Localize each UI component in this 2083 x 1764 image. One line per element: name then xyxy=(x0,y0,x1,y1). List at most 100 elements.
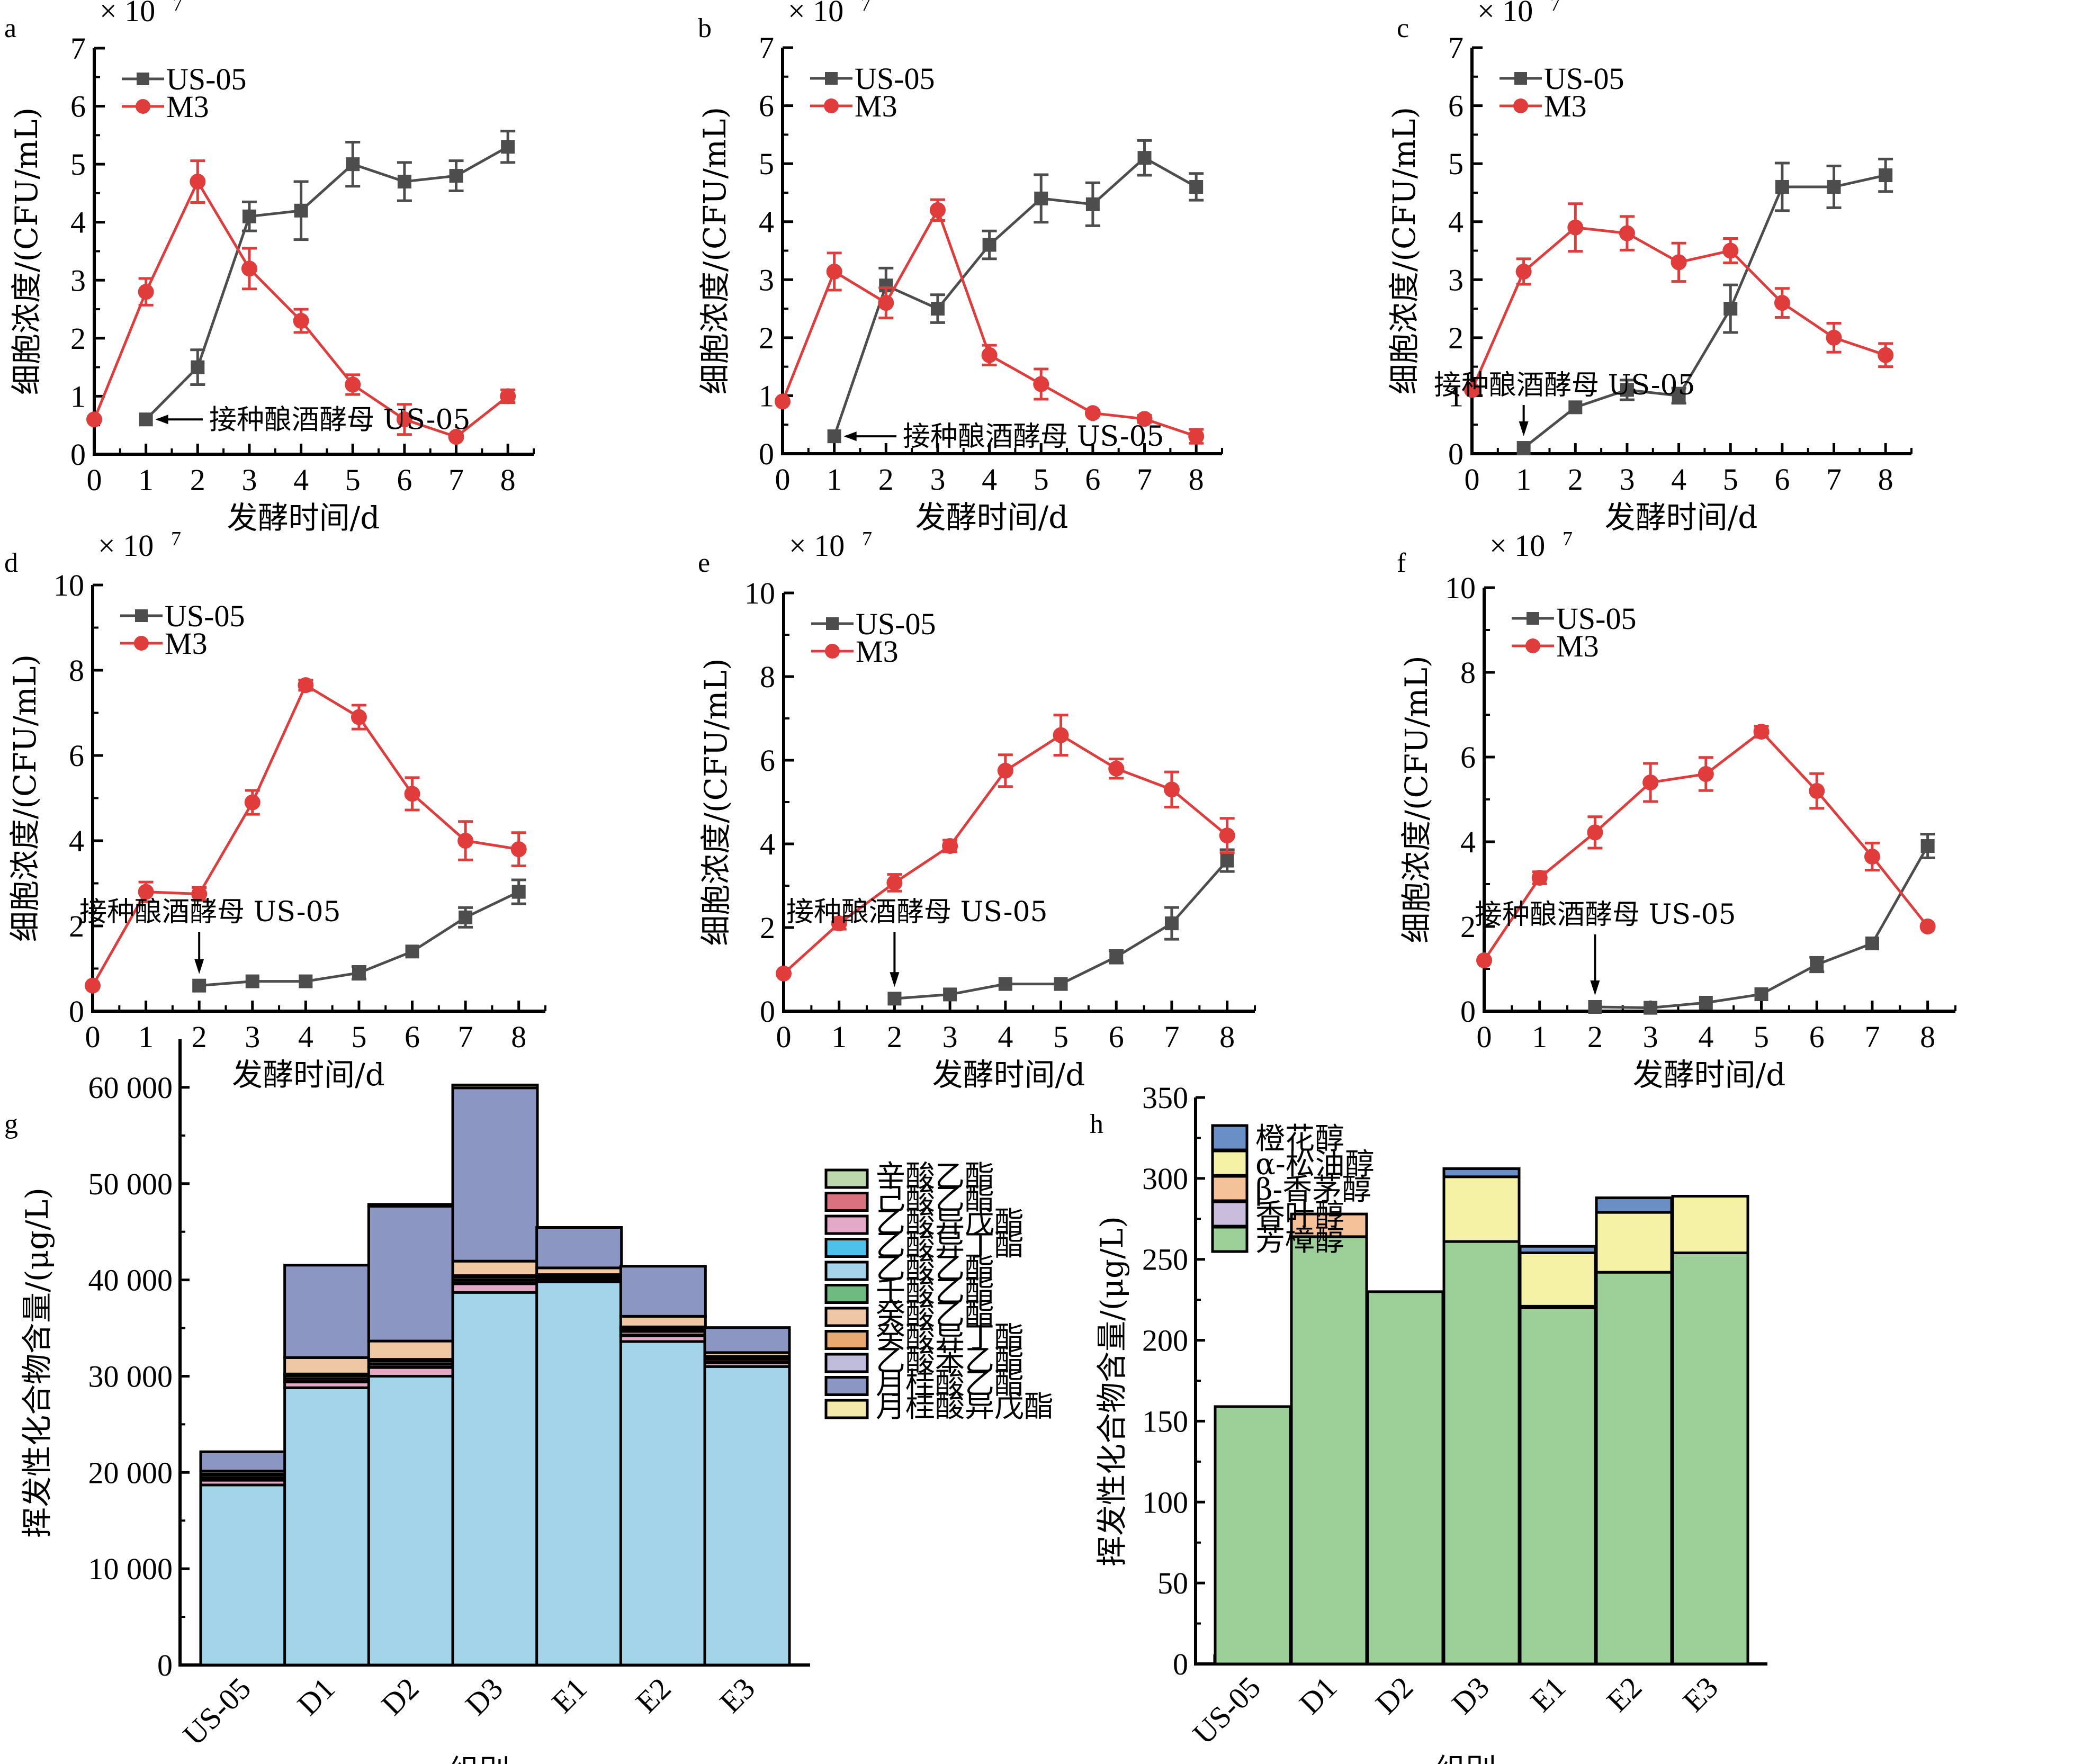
x-tick-label: 4 xyxy=(1698,1020,1713,1054)
data-point-circle xyxy=(1515,263,1532,280)
data-point-circle xyxy=(500,388,516,404)
legend-marker-square xyxy=(1514,72,1527,85)
x-tick-label: 8 xyxy=(1920,1020,1935,1054)
x-tick-label: E3 xyxy=(1676,1670,1725,1718)
y-tick-label: 4 xyxy=(1448,205,1464,239)
x-tick-label: D3 xyxy=(1445,1670,1496,1721)
y-tick-label: 0 xyxy=(1460,994,1476,1029)
legend-label: US-05 xyxy=(165,599,245,633)
x-tick-label: 5 xyxy=(1034,462,1049,497)
y-multiplier-exponent: 7 xyxy=(173,0,183,15)
x-axis-title: 组别 xyxy=(448,1753,510,1764)
data-point-circle xyxy=(396,411,412,428)
bar-segment xyxy=(367,1203,455,1208)
data-point-circle xyxy=(241,260,257,277)
y-tick-label: 10 xyxy=(744,576,775,610)
data-point-square xyxy=(1879,168,1893,183)
data-point-square xyxy=(245,974,259,988)
y-multiplier-label: × 10 xyxy=(1489,528,1545,563)
x-axis-title: 发酵时间/d xyxy=(227,500,380,536)
data-point-circle xyxy=(776,965,792,982)
data-point-square xyxy=(998,977,1012,991)
x-tick-label: D1 xyxy=(1292,1670,1343,1721)
data-point-square xyxy=(299,974,313,988)
x-tick-label: 4 xyxy=(982,462,997,497)
data-point-square xyxy=(1920,839,1935,853)
x-tick-label: 0 xyxy=(776,1020,792,1054)
x-tick-label: 5 xyxy=(1053,1020,1069,1054)
bar-segment xyxy=(1671,1194,1749,1254)
data-point-circle xyxy=(1531,870,1548,886)
y-tick-label: 250 xyxy=(1142,1243,1188,1277)
series-line-us-05 xyxy=(1523,174,1886,449)
y-axis-title: 细胞浓度/(CFU/mL) xyxy=(7,654,43,942)
y-axis-title: 细胞浓度/(CFU/mL) xyxy=(8,107,44,395)
y-multiplier-exponent: 7 xyxy=(1563,528,1573,550)
panel-letter: a xyxy=(4,13,16,43)
y-multiplier-label: × 10 xyxy=(98,528,154,563)
x-tick-label: 2 xyxy=(192,1020,207,1054)
panel-letter: h xyxy=(1090,1109,1103,1139)
y-multiplier-label: × 10 xyxy=(788,0,843,28)
y-axis-title: 挥发性化合物含量/(μg/L) xyxy=(1094,1216,1130,1567)
data-point-circle xyxy=(1753,724,1770,740)
panel-letter: g xyxy=(4,1109,18,1139)
y-tick-label: 5 xyxy=(70,147,86,182)
x-tick-label: 3 xyxy=(1619,462,1635,497)
data-point-circle xyxy=(244,794,261,811)
x-tick-label: 4 xyxy=(293,463,309,497)
y-multiplier-label: × 10 xyxy=(100,0,155,28)
legend-swatch xyxy=(824,1168,869,1189)
data-point-circle xyxy=(1919,919,1936,934)
legend-label: 辛酸乙酯 xyxy=(876,1159,994,1194)
y-tick-label: 8 xyxy=(760,660,775,694)
data-point-circle xyxy=(510,841,527,858)
x-tick-label: 7 xyxy=(1864,1020,1880,1054)
data-point-square xyxy=(1723,302,1738,316)
data-point-circle xyxy=(86,411,102,428)
legend-label: M3 xyxy=(855,89,897,123)
x-axis-title: 发酵时间/d xyxy=(915,499,1069,535)
y-axis-title: 细胞浓度/(CFU/mL) xyxy=(697,107,733,394)
legend-marker-circle xyxy=(824,98,839,113)
bar-segment xyxy=(619,1315,707,1328)
x-tick-label: 1 xyxy=(827,462,842,497)
data-point-circle xyxy=(1108,760,1125,777)
x-tick-label: D1 xyxy=(291,1671,342,1722)
data-point-circle xyxy=(190,174,206,190)
legend-label: US-05 xyxy=(856,607,936,641)
legend-swatch xyxy=(1211,1124,1249,1151)
x-tick-label: E2 xyxy=(1600,1670,1649,1718)
legend-swatch xyxy=(824,1399,869,1419)
y-tick-label: 4 xyxy=(760,827,775,861)
data-point-square xyxy=(1865,937,1879,950)
data-point-circle xyxy=(929,202,946,218)
x-tick-label: E3 xyxy=(713,1671,762,1720)
data-point-square xyxy=(1827,179,1841,194)
y-tick-label: 6 xyxy=(1460,740,1476,775)
legend-swatch xyxy=(824,1376,869,1396)
bar-segment xyxy=(703,1365,791,1667)
bar-segment xyxy=(1671,1251,1749,1666)
x-tick-label: 1 xyxy=(831,1020,847,1054)
bar-segment xyxy=(1519,1245,1597,1254)
data-point-circle xyxy=(1642,775,1659,790)
legend-swatch xyxy=(1211,1226,1249,1253)
bar-segment xyxy=(1442,1240,1521,1666)
x-axis-title: 发酵时间/d xyxy=(932,1057,1085,1093)
x-tick-label: 0 xyxy=(1477,1020,1492,1054)
legend-marker-square xyxy=(826,617,839,630)
bar-segment xyxy=(367,1374,455,1667)
legend-marker-square xyxy=(1527,612,1539,625)
y-multiplier-exponent: 7 xyxy=(1550,0,1560,15)
data-point-square xyxy=(1644,1001,1658,1015)
chart-panel-a: a × 10 7 0 1 2 3 4 5 6 7 0 1 2 3 4 5 6 7 8 发酵时间/d 细胞浓度/(CFU/m… xyxy=(4,0,535,536)
y-tick-label: 3 xyxy=(759,263,774,297)
data-point-square xyxy=(1109,950,1124,964)
data-point-circle xyxy=(138,884,154,900)
x-tick-label: 4 xyxy=(998,1020,1013,1054)
legend-label: 月桂酸乙酯 xyxy=(876,1367,1024,1401)
x-tick-label: 8 xyxy=(1878,462,1893,497)
x-tick-label: E1 xyxy=(545,1671,594,1720)
data-point-circle xyxy=(1722,242,1739,259)
